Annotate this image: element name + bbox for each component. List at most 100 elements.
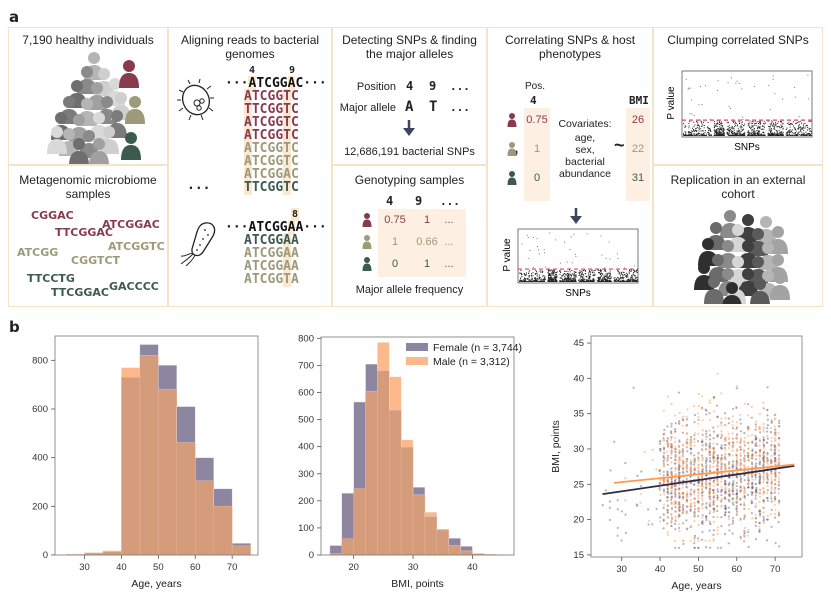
female-point — [678, 476, 681, 479]
snp-point — [615, 279, 617, 281]
female-point — [751, 440, 754, 443]
snp-point — [714, 131, 716, 133]
male-point — [754, 513, 757, 516]
female-point — [724, 508, 727, 511]
snp-point — [770, 128, 772, 130]
male-point — [697, 492, 700, 495]
base: C — [290, 89, 299, 104]
snp-point — [789, 132, 790, 134]
female-point — [778, 419, 781, 422]
female-point — [751, 441, 754, 444]
person-icon — [89, 138, 109, 164]
snp-point — [777, 122, 779, 124]
male-point — [728, 493, 731, 496]
snp-point — [567, 275, 569, 277]
snp-point — [767, 133, 769, 135]
snp-point — [797, 135, 799, 136]
female-point — [762, 407, 765, 410]
snp-point — [606, 276, 608, 278]
female-point — [770, 443, 773, 447]
male-point — [724, 498, 727, 501]
crowd-icon — [694, 210, 790, 304]
snp-point — [569, 249, 571, 251]
male-point — [701, 419, 704, 422]
male-point — [709, 442, 712, 445]
female-point — [666, 459, 669, 462]
position-9: 9 — [289, 65, 296, 76]
female-point — [728, 476, 731, 479]
snp-point — [714, 129, 716, 131]
snp-point — [619, 273, 621, 275]
male-point — [670, 496, 673, 499]
male-point — [774, 469, 777, 472]
snp-point — [598, 276, 600, 278]
female-point — [747, 486, 750, 489]
genome1-reads: ATCGGTC TTCGGTC ATCGGTC ATCGGTC ATCGGTC ATCGG… — [244, 89, 299, 195]
male-point — [762, 511, 765, 514]
male-point — [770, 470, 773, 473]
snp-point — [610, 278, 612, 280]
female-point — [731, 463, 735, 466]
female-point — [712, 452, 715, 455]
snp-point — [781, 125, 783, 127]
male-point — [762, 473, 766, 476]
snp-point — [555, 272, 557, 274]
snp-point — [760, 135, 762, 136]
female-point — [716, 457, 719, 460]
snp-point — [738, 129, 740, 131]
female-point — [670, 524, 673, 528]
female-point — [720, 467, 723, 471]
samples-cell: Metagenomic microbiome samples CGGAC ATCG… — [8, 165, 168, 307]
male-point — [693, 539, 696, 542]
male-point — [743, 466, 746, 469]
snp-point — [720, 132, 722, 134]
base: G — [275, 102, 284, 117]
overlap-bar — [231, 545, 251, 556]
male-point — [685, 469, 688, 472]
male-point — [755, 517, 758, 520]
snp-point — [780, 133, 781, 135]
snp-point — [608, 277, 610, 279]
snp-point — [702, 123, 704, 125]
snp-point — [750, 127, 752, 129]
snp-point — [600, 275, 602, 277]
female-point — [693, 546, 697, 549]
male-point — [677, 516, 681, 519]
snp-point — [774, 123, 776, 125]
snp-point — [735, 124, 737, 126]
overlap-bar — [448, 545, 461, 556]
male-point — [697, 476, 700, 480]
male-point — [681, 486, 684, 489]
male-point — [678, 503, 681, 506]
male-point — [762, 426, 765, 429]
snp-point — [520, 270, 522, 271]
snp-point — [776, 134, 778, 136]
female-point — [704, 408, 707, 411]
major-allele-label: Major allele — [339, 102, 396, 114]
read-fragment: CGGAC — [31, 209, 74, 222]
snp-point — [717, 132, 719, 134]
male-point — [685, 493, 688, 496]
snp-point — [753, 133, 755, 135]
snp-point — [791, 132, 793, 134]
male-point — [712, 508, 715, 511]
aligned-read: ATCGGTC — [244, 154, 299, 169]
female-point — [754, 497, 757, 500]
female-point — [728, 494, 731, 497]
female-point — [758, 475, 761, 478]
snp-point — [574, 253, 576, 255]
female-point — [670, 425, 673, 428]
female-point — [674, 453, 677, 456]
snp-point — [618, 279, 620, 281]
snp-point — [573, 279, 575, 280]
male-point — [647, 519, 651, 522]
male-point — [708, 452, 711, 455]
female-point — [705, 459, 708, 462]
female-point — [693, 463, 696, 466]
overlap-bar — [400, 447, 414, 556]
female-point — [708, 434, 711, 437]
plot-frame — [320, 336, 515, 556]
snp-point — [549, 274, 551, 276]
snp-point — [544, 275, 546, 277]
male-point — [762, 506, 765, 510]
